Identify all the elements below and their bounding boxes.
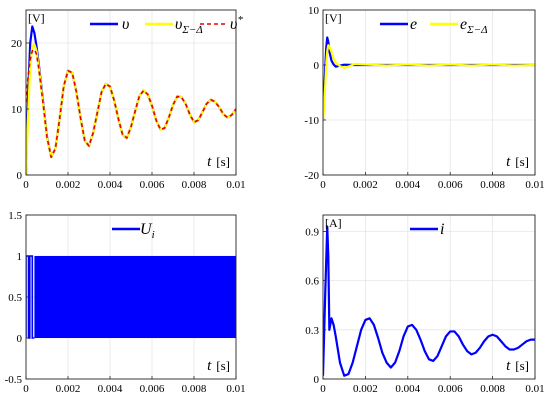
x-tick-label-0: 0 — [320, 383, 326, 395]
unit-label: [V] — [28, 11, 45, 25]
y-tick-label-0: -20 — [304, 170, 319, 182]
x-tick-label-4: 0.008 — [480, 383, 505, 395]
x-tick-label-2: 0.004 — [98, 383, 123, 395]
x-axis-unit: [s] — [216, 154, 230, 169]
x-tick-label-5: 0.01 — [525, 179, 544, 191]
axes-box — [322, 9, 536, 176]
y-tick-label-3: 0.9 — [305, 226, 319, 238]
x-axis-unit: [s] — [216, 358, 230, 373]
x-tick-label-1: 0.002 — [56, 383, 81, 395]
series-e-line — [323, 36, 535, 121]
legend: υ υΣ−Δ υ* — [90, 14, 243, 36]
legend-label-i-main: i — [440, 221, 444, 238]
x-tick-label-4: 0.008 — [480, 179, 505, 191]
legend: e eΣ−Δ — [380, 16, 488, 36]
x-axis-unit: [s] — [515, 154, 529, 169]
x-tick-label-0: 0 — [320, 179, 326, 191]
x-axis-variable: t — [506, 154, 511, 170]
legend-label-e_sigma_delta-sub: Σ−Δ — [466, 24, 487, 36]
series-v-line — [26, 25, 236, 175]
y-tick-label-3: 10 — [308, 5, 320, 17]
y-tick-label-1: 10 — [11, 104, 23, 116]
legend-label-v_star-main: υ — [230, 16, 237, 33]
x-tick-label-1: 0.002 — [353, 383, 378, 395]
unit-label: [V] — [325, 11, 342, 25]
legend-label-e-main: e — [410, 16, 417, 33]
legend-label-v_sigma_delta-main: υ — [175, 16, 182, 33]
x-tick-label-5: 0.01 — [525, 383, 544, 395]
legend-label-U_i: Ui — [140, 221, 155, 241]
chart-panel-bottom-left: 0 0.002 0.004 0.006 0.008 0.01-0.500.511.5t [s… — [5, 210, 246, 395]
legend-label-v_star-sup: * — [237, 14, 243, 26]
y-tick-label-1: -10 — [304, 115, 319, 127]
x-tick-label-3: 0.006 — [438, 383, 463, 395]
x-tick-label-2: 0.004 — [395, 179, 420, 191]
x-axis-label: t [s] — [207, 358, 230, 374]
legend: Ui — [112, 221, 155, 241]
y-tick-label-4: 1.5 — [8, 210, 22, 222]
y-tick-label-3: 1 — [17, 251, 23, 263]
y-tick-label-2: 0 — [314, 60, 320, 72]
y-tick-label-2: 20 — [11, 38, 23, 50]
chart-panel-bottom-right: 0 0.002 0.004 0.006 0.008 0.01 0 0.3 0.6 0.9 [A] t [… — [305, 214, 545, 395]
x-axis-unit: [s] — [515, 358, 529, 373]
series-i-line — [323, 225, 535, 377]
legend-label-e_sigma_delta-main: e — [460, 16, 467, 33]
x-axis-variable: t — [506, 358, 511, 374]
legend-label-v_sigma_delta: υΣ−Δ — [175, 16, 203, 36]
unit-label: [A] — [325, 216, 342, 230]
plot-area — [323, 36, 535, 121]
y-tick-label-0: 0 — [17, 170, 23, 182]
legend-label-v_sigma_delta-sub: Σ−Δ — [181, 24, 202, 36]
legend-label-U_i-sub: i — [152, 229, 155, 241]
legend-label-e_sigma_delta: eΣ−Δ — [460, 16, 488, 36]
x-axis-label: t [s] — [506, 154, 529, 170]
series-U_i-switching-band — [34, 256, 236, 338]
y-tick-label-2: 0.5 — [8, 292, 22, 304]
x-axis-variable: t — [207, 358, 212, 374]
x-tick-label-1: 0.002 — [56, 179, 81, 191]
plot-area — [26, 25, 236, 175]
series-e_sigma_delta-line — [323, 44, 535, 121]
legend-label-v: υ — [122, 16, 129, 33]
axes-box — [322, 214, 536, 380]
x-tick-label-3: 0.006 — [140, 383, 165, 395]
legend-label-i: i — [440, 221, 444, 238]
x-tick-label-0: 0 — [23, 179, 29, 191]
legend-label-v-main: υ — [122, 16, 129, 33]
y-tick-label-0: 0 — [314, 374, 320, 386]
x-axis-variable: t — [207, 154, 212, 170]
x-tick-label-3: 0.006 — [140, 179, 165, 191]
x-tick-label-4: 0.008 — [182, 179, 207, 191]
plot-area — [26, 255, 236, 339]
y-tick-label-1: 0 — [17, 333, 23, 345]
series-v_sigma_delta-line — [26, 43, 236, 175]
x-tick-label-2: 0.004 — [98, 179, 123, 191]
x-tick-label-0: 0 — [23, 383, 29, 395]
legend-label-v_star: υ* — [230, 14, 243, 33]
y-tick-label-2: 0.6 — [305, 276, 319, 288]
x-tick-label-5: 0.01 — [226, 383, 245, 395]
axes-box — [25, 9, 237, 176]
x-tick-label-1: 0.002 — [353, 179, 378, 191]
x-tick-label-3: 0.006 — [438, 179, 463, 191]
x-tick-label-5: 0.01 — [226, 179, 245, 191]
legend-label-e: e — [410, 16, 417, 33]
chart-panel-top-right: 0 0.002 0.004 0.006 0.008 0.01 -20 -10 0 10 [V] t [s… — [304, 5, 544, 191]
y-tick-label-1: 0.3 — [305, 325, 319, 337]
x-tick-label-4: 0.008 — [182, 383, 207, 395]
legend: i — [410, 221, 444, 238]
y-tick-label-0: -0.5 — [5, 374, 23, 386]
x-axis-label: t [s] — [207, 154, 230, 170]
legend-label-U_i-main: U — [140, 221, 153, 238]
plot-area — [323, 225, 535, 377]
x-axis-label: t [s] — [506, 358, 529, 374]
x-tick-label-2: 0.004 — [395, 383, 420, 395]
